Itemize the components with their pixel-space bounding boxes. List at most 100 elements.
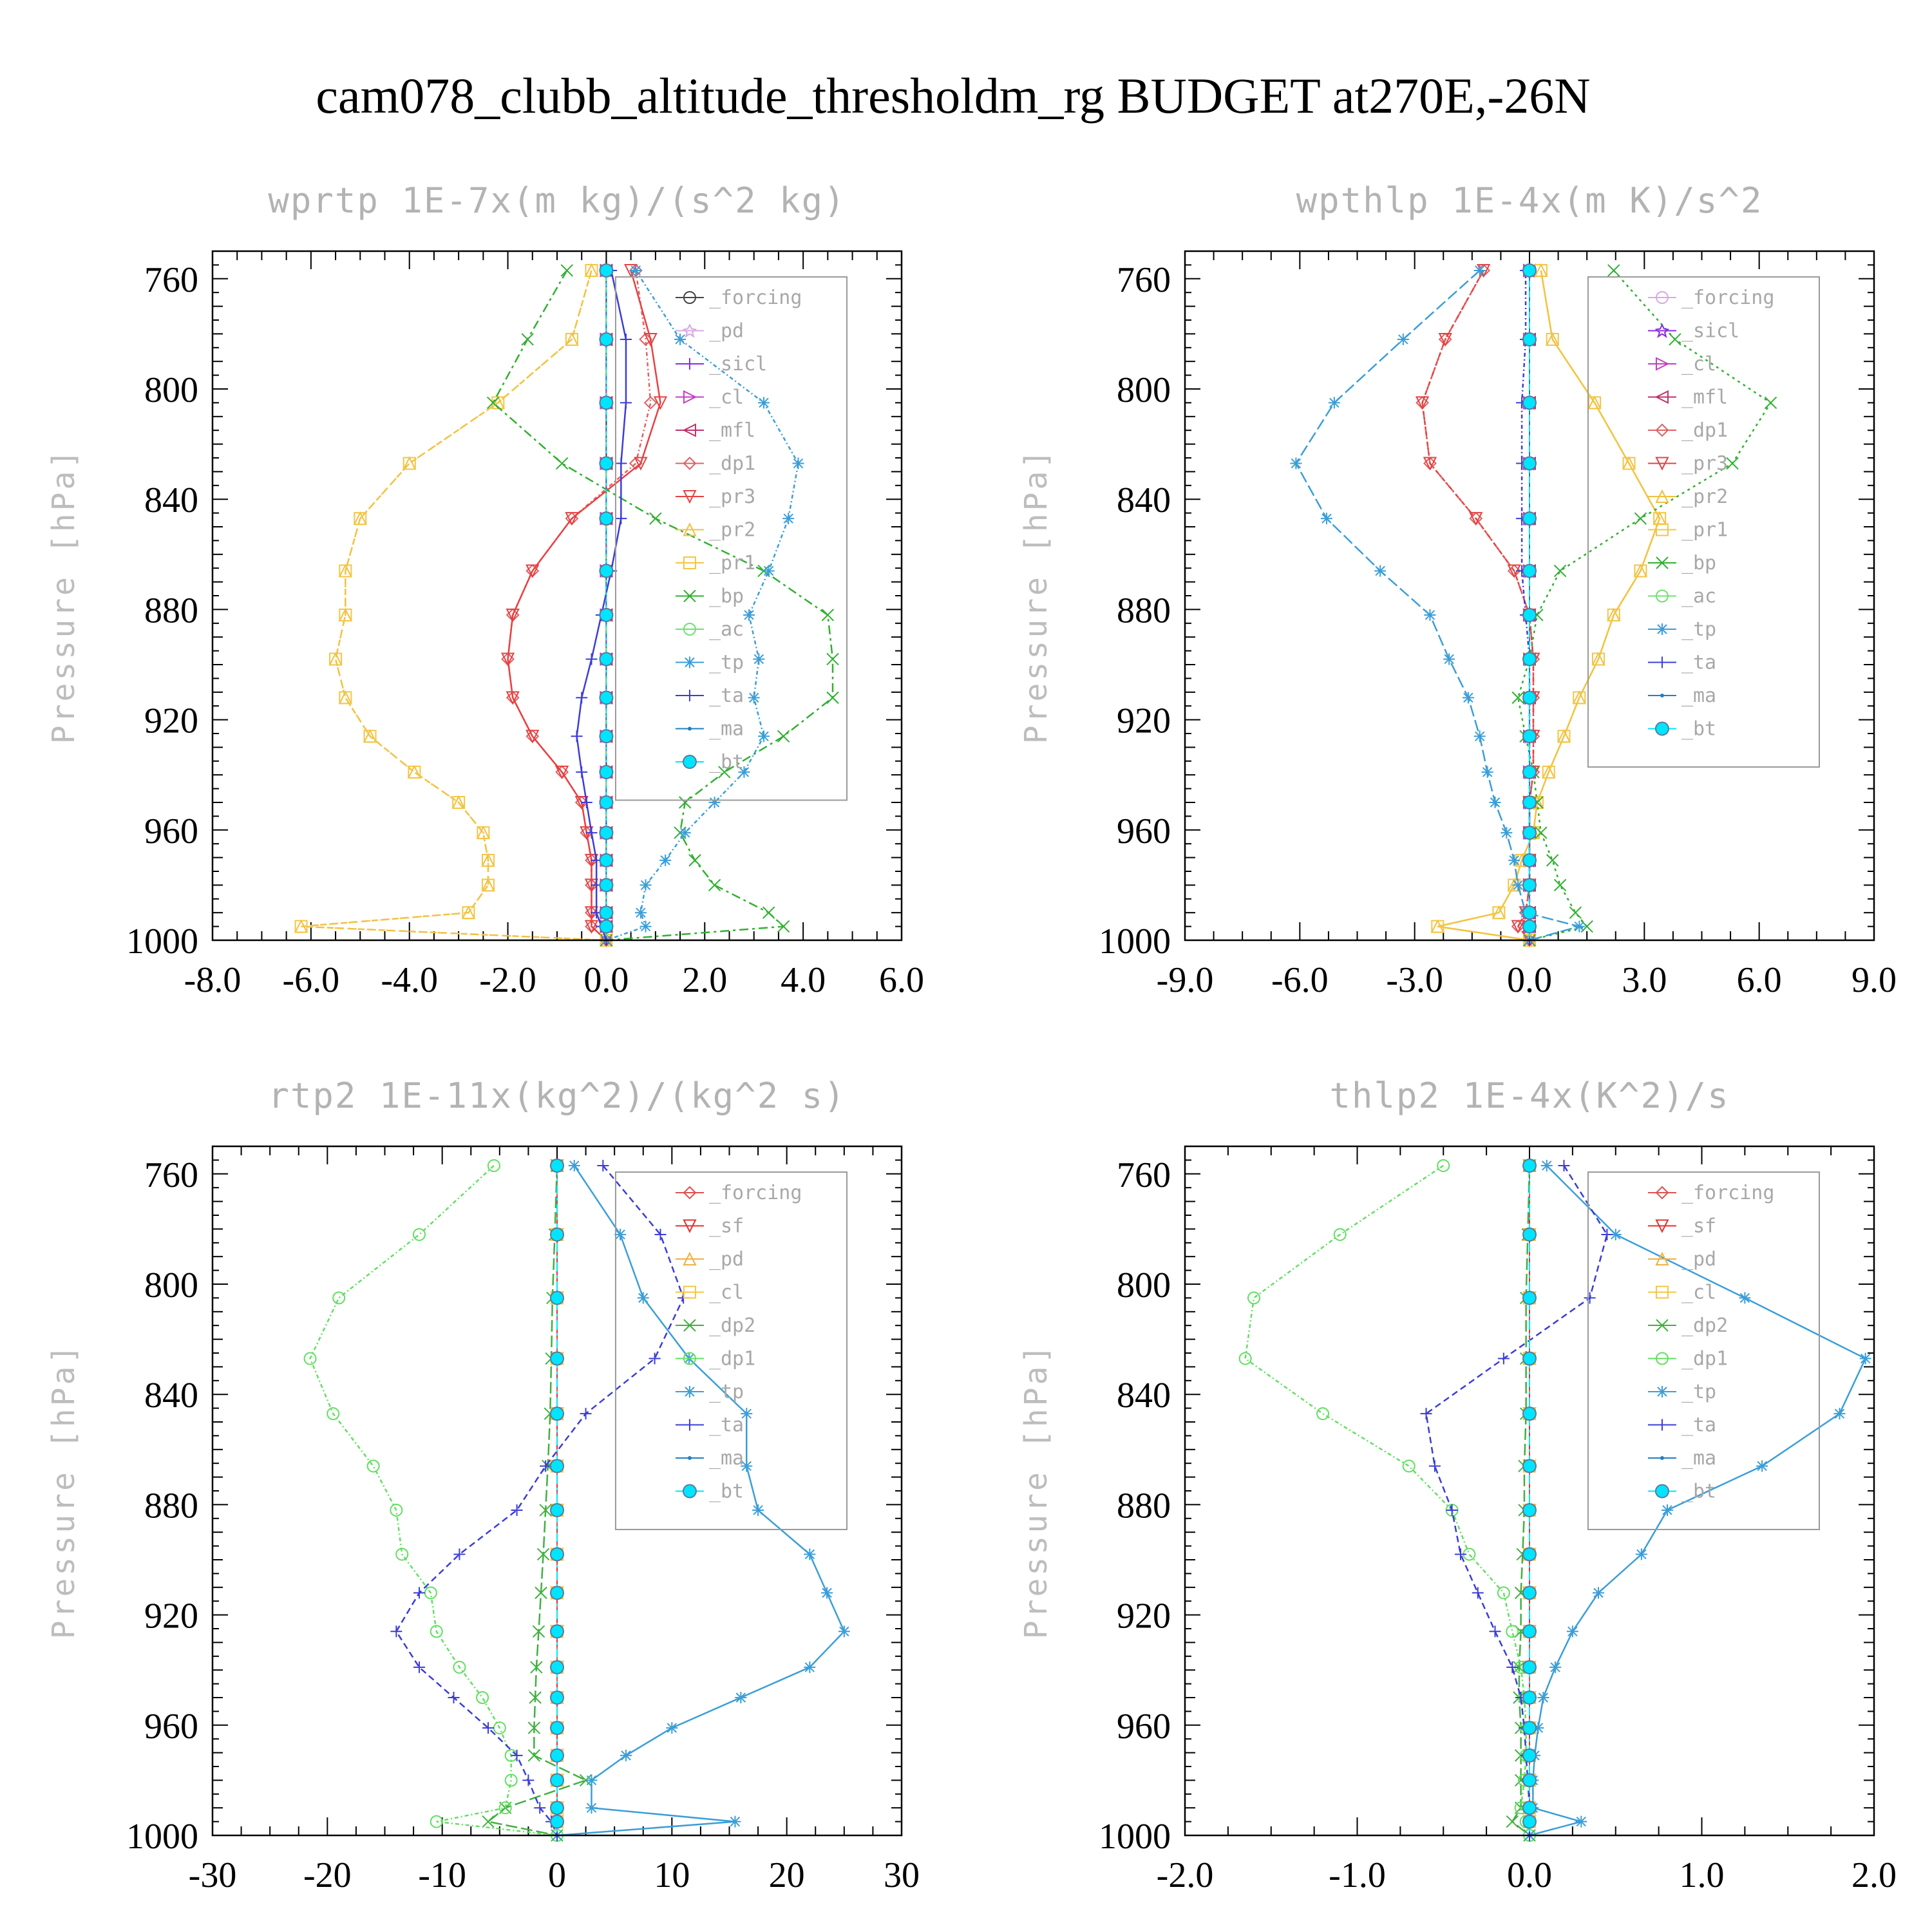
y-tick-label: 880 <box>144 1486 198 1526</box>
data-point <box>1247 1291 1260 1305</box>
data-point <box>530 1661 543 1674</box>
legend-entry: _dp2 <box>1681 1314 1728 1337</box>
data-point <box>758 397 770 409</box>
data-point <box>527 1749 541 1762</box>
data-point <box>708 797 721 808</box>
data-point <box>1573 691 1586 705</box>
legend-entry: _forcing <box>709 1182 802 1204</box>
data-point <box>585 653 598 665</box>
data-point <box>821 1587 833 1599</box>
y-tick-label: 840 <box>1117 480 1171 520</box>
y-tick-label: 1000 <box>1099 1817 1171 1857</box>
legend-marker <box>683 1285 696 1299</box>
data-point <box>1622 457 1636 470</box>
y-tick-label: 960 <box>144 811 198 851</box>
data-point <box>550 1748 564 1763</box>
data-point <box>758 730 770 743</box>
data-point <box>637 1292 649 1304</box>
data-point <box>792 457 804 469</box>
panel-title: rtp2 1E-11x(kg^2)/(kg^2 s) <box>268 1075 846 1116</box>
data-point <box>777 730 790 743</box>
x-tick-label: 2.0 <box>1852 1855 1897 1895</box>
data-point <box>366 1459 380 1473</box>
data-point <box>1522 1660 1537 1674</box>
legend-box <box>1587 276 1820 768</box>
data-point <box>1522 795 1537 810</box>
legend-marker <box>1660 1456 1664 1460</box>
legend-marker <box>1655 291 1669 304</box>
data-point <box>599 878 614 893</box>
y-tick-label: 920 <box>1117 701 1171 741</box>
data-point <box>1739 1292 1751 1304</box>
legend-marker <box>1656 1419 1668 1431</box>
legend-entry: _tp <box>709 1381 744 1403</box>
y-tick-label: 880 <box>1117 1486 1171 1526</box>
x-tick-label: 0 <box>548 1855 566 1895</box>
data-point <box>1558 1159 1570 1171</box>
data-point <box>1455 1548 1466 1560</box>
y-tick-label: 960 <box>1117 1707 1171 1747</box>
data-point <box>1489 797 1501 808</box>
data-point <box>752 1504 764 1516</box>
data-point <box>597 1159 609 1171</box>
data-point <box>1501 827 1513 839</box>
data-point <box>1522 1459 1537 1473</box>
data-point <box>402 457 416 470</box>
y-tick-label: 920 <box>144 1596 198 1636</box>
data-point <box>580 1408 592 1420</box>
x-tick-label: 30 <box>884 1855 920 1895</box>
data-point <box>576 766 588 778</box>
legend-box <box>614 276 848 801</box>
data-point <box>1609 1228 1622 1240</box>
data-point <box>741 1460 753 1472</box>
series-line <box>395 1165 685 1836</box>
legend-entry: _cl <box>1681 1282 1716 1304</box>
panel-title: wpthlp 1E-4x(m K)/s^2 <box>1296 180 1763 221</box>
data-point <box>599 826 614 840</box>
legend-marker <box>687 726 692 731</box>
data-point <box>735 1692 747 1703</box>
data-point <box>555 457 569 470</box>
legend-entry: _bp <box>1681 552 1716 574</box>
series-bt <box>1522 1158 1537 1835</box>
legend-box <box>614 1171 848 1530</box>
y-axis-label: Pressure [hPa] <box>46 1343 82 1640</box>
data-point <box>413 1227 426 1241</box>
legend-marker <box>683 1251 697 1265</box>
legend-marker <box>682 423 696 437</box>
data-point <box>615 513 627 525</box>
data-point <box>1522 853 1537 867</box>
data-point <box>1522 1502 1537 1517</box>
legend-marker <box>1655 423 1669 437</box>
series-line <box>301 270 607 942</box>
legend-entry: _bt <box>709 751 744 773</box>
legend-marker <box>683 1386 696 1397</box>
data-point <box>738 766 750 778</box>
x-tick-label: 0.0 <box>583 960 629 1000</box>
panel-3: rtp2 1E-11x(kg^2)/(kg^2 s) Pressure [hPa]… <box>46 1075 920 1895</box>
data-point <box>1497 1586 1510 1600</box>
legend-marker <box>1655 457 1669 471</box>
data-point <box>753 653 765 665</box>
data-point <box>649 1352 661 1365</box>
y-axis-label: Pressure [hPa] <box>1018 448 1054 744</box>
series-bt <box>550 1158 564 1835</box>
legend-entry: _forcing <box>709 287 802 309</box>
legend-entry: _pr1 <box>1681 519 1728 542</box>
y-axis-label: Pressure [hPa] <box>46 448 82 744</box>
legend-entry: _ma <box>709 718 744 741</box>
legend-entry: _dp1 <box>709 453 755 475</box>
data-point <box>826 691 839 705</box>
data-point <box>294 920 308 933</box>
x-tick-label: -3.0 <box>1386 960 1443 1000</box>
y-tick-label: 760 <box>1117 1155 1171 1195</box>
data-point <box>1522 395 1537 410</box>
data-point <box>599 690 614 705</box>
data-point <box>634 457 648 471</box>
data-point <box>1522 1721 1537 1736</box>
legend-entry: _sicl <box>1681 320 1739 343</box>
data-point <box>1446 1504 1458 1516</box>
legend-entry: _tp <box>1681 1381 1716 1403</box>
y-tick-label: 800 <box>144 1265 198 1305</box>
y-tick-label: 800 <box>1117 1265 1171 1305</box>
